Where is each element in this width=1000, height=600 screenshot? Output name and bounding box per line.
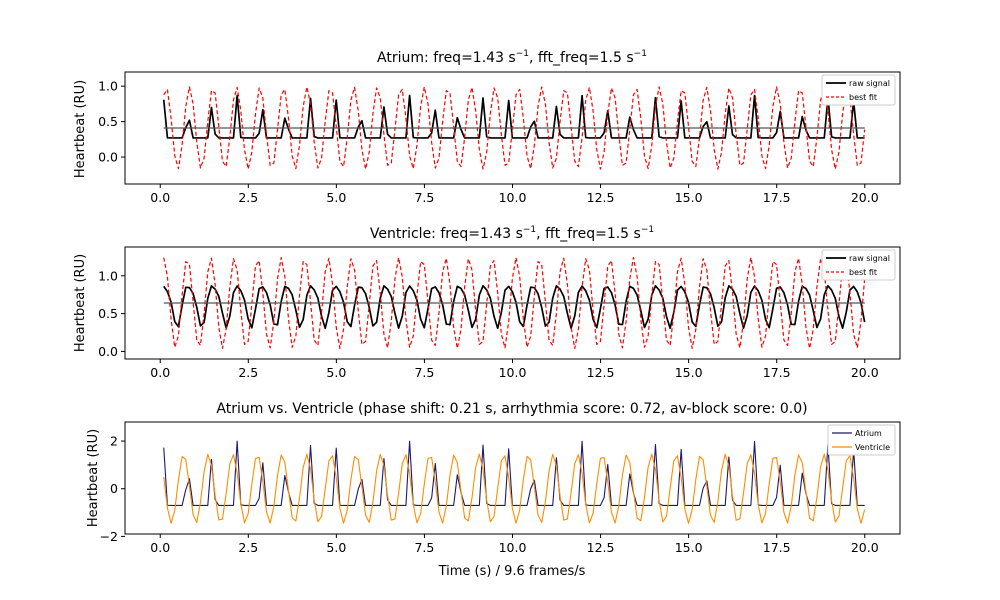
x-tick-label: 2.5 bbox=[238, 365, 258, 380]
x-tick-label: 7.5 bbox=[414, 365, 434, 380]
x-tick-label: 10.0 bbox=[499, 540, 527, 555]
panel-comparison-ylabel: Heartbeat (RU) bbox=[86, 429, 101, 527]
series-best-fit-line bbox=[163, 86, 866, 170]
panel-comparison: Atrium vs. Ventricle (phase shift: 0.21 … bbox=[100, 401, 901, 555]
x-tick-label: 15.0 bbox=[675, 540, 703, 555]
x-tick-label: 5.0 bbox=[326, 190, 346, 205]
panel-ventricle: Ventricle: freq=1.43 s−1, fft_freq=1.5 s… bbox=[98, 225, 901, 380]
x-tick-label: 7.5 bbox=[414, 190, 434, 205]
panel-atrium-title: Atrium: freq=1.43 s−1, fft_freq=1.5 s−1 bbox=[377, 49, 647, 66]
x-tick-label: 7.5 bbox=[414, 540, 434, 555]
panel-ventricle-ylabel: Heartbeat (RU) bbox=[73, 254, 88, 352]
series-ventricle-line bbox=[163, 453, 866, 524]
x-tick-label: 12.5 bbox=[587, 540, 615, 555]
x-tick-label: 0.0 bbox=[150, 190, 170, 205]
series-best-fit-line bbox=[163, 257, 866, 349]
x-axis-label: Time (s) / 9.6 frames/s bbox=[438, 564, 586, 579]
panel-atrium: Atrium: freq=1.43 s−1, fft_freq=1.5 s−1 … bbox=[98, 49, 901, 205]
series-raw-signal-line bbox=[162, 94, 865, 139]
panel-comparison-title: Atrium vs. Ventricle (phase shift: 0.21 … bbox=[216, 401, 807, 417]
x-tick-label: 0.0 bbox=[150, 540, 170, 555]
series-raw-signal-line bbox=[163, 284, 866, 330]
x-tick-label: 10.0 bbox=[499, 365, 527, 380]
y-tick-label: 0.0 bbox=[98, 150, 118, 165]
x-tick-label: 17.5 bbox=[763, 190, 791, 205]
x-tick-label: 17.5 bbox=[763, 365, 791, 380]
y-tick-label: 0.0 bbox=[98, 344, 118, 359]
panel-comparison-plot: 0.0 2.5 5.0 7.5 10.0 12.5 15.0 17.5 20.0 −2 0 2 bbox=[100, 421, 901, 555]
x-tick-label: 20.0 bbox=[851, 190, 879, 205]
panel-comparison-legend: Atrium Ventricle bbox=[827, 424, 896, 456]
x-tick-label: 12.5 bbox=[587, 365, 615, 380]
x-tick-label: 12.5 bbox=[587, 190, 615, 205]
x-tick-label: 20.0 bbox=[851, 540, 879, 555]
x-tick-label: 5.0 bbox=[326, 540, 346, 555]
y-tick-label: 2 bbox=[110, 434, 118, 449]
y-tick-label: 0.5 bbox=[98, 114, 118, 129]
legend-raw-signal-label: raw signal bbox=[849, 79, 890, 88]
panel-ventricle-plot: 0.0 2.5 5.0 7.5 10.0 12.5 15.0 17.5 20.0 0.0 0.5 1.… bbox=[98, 246, 901, 380]
x-tick-label: 17.5 bbox=[763, 540, 791, 555]
x-tick-label: 20.0 bbox=[851, 365, 879, 380]
series-atrium-line bbox=[163, 440, 865, 506]
legend-atrium-label: Atrium bbox=[855, 429, 882, 438]
x-tick-label: 2.5 bbox=[238, 190, 258, 205]
axes-frame bbox=[124, 421, 901, 535]
x-tick-label: 15.0 bbox=[675, 365, 703, 380]
x-tick-label: 0.0 bbox=[150, 365, 170, 380]
legend-raw-signal-label: raw signal bbox=[849, 254, 890, 263]
y-tick-label: 0 bbox=[110, 481, 118, 496]
x-tick-label: 15.0 bbox=[675, 190, 703, 205]
panel-ventricle-title: Ventricle: freq=1.43 s−1, fft_freq=1.5 s… bbox=[370, 225, 654, 242]
y-tick-label: 1.0 bbox=[98, 268, 118, 283]
legend-best-fit-label: best fit bbox=[849, 268, 877, 277]
panel-ventricle-legend: raw signal best fit bbox=[821, 249, 896, 281]
x-tick-label: 5.0 bbox=[326, 365, 346, 380]
y-tick-label: 0.5 bbox=[98, 306, 118, 321]
legend-best-fit-label: best fit bbox=[849, 93, 877, 102]
panel-atrium-plot: 0.0 2.5 5.0 7.5 10.0 12.5 15.0 17.5 20.0 0.0 0.5 1.… bbox=[98, 71, 901, 205]
y-tick-label: −2 bbox=[100, 529, 118, 544]
panel-atrium-legend: raw signal best fit bbox=[821, 74, 896, 106]
legend-ventricle-label: Ventricle bbox=[855, 443, 890, 452]
y-tick-label: 1.0 bbox=[98, 79, 118, 94]
panel-atrium-ylabel: Heartbeat (RU) bbox=[73, 80, 88, 178]
x-tick-label: 10.0 bbox=[499, 190, 527, 205]
x-tick-label: 2.5 bbox=[238, 540, 258, 555]
